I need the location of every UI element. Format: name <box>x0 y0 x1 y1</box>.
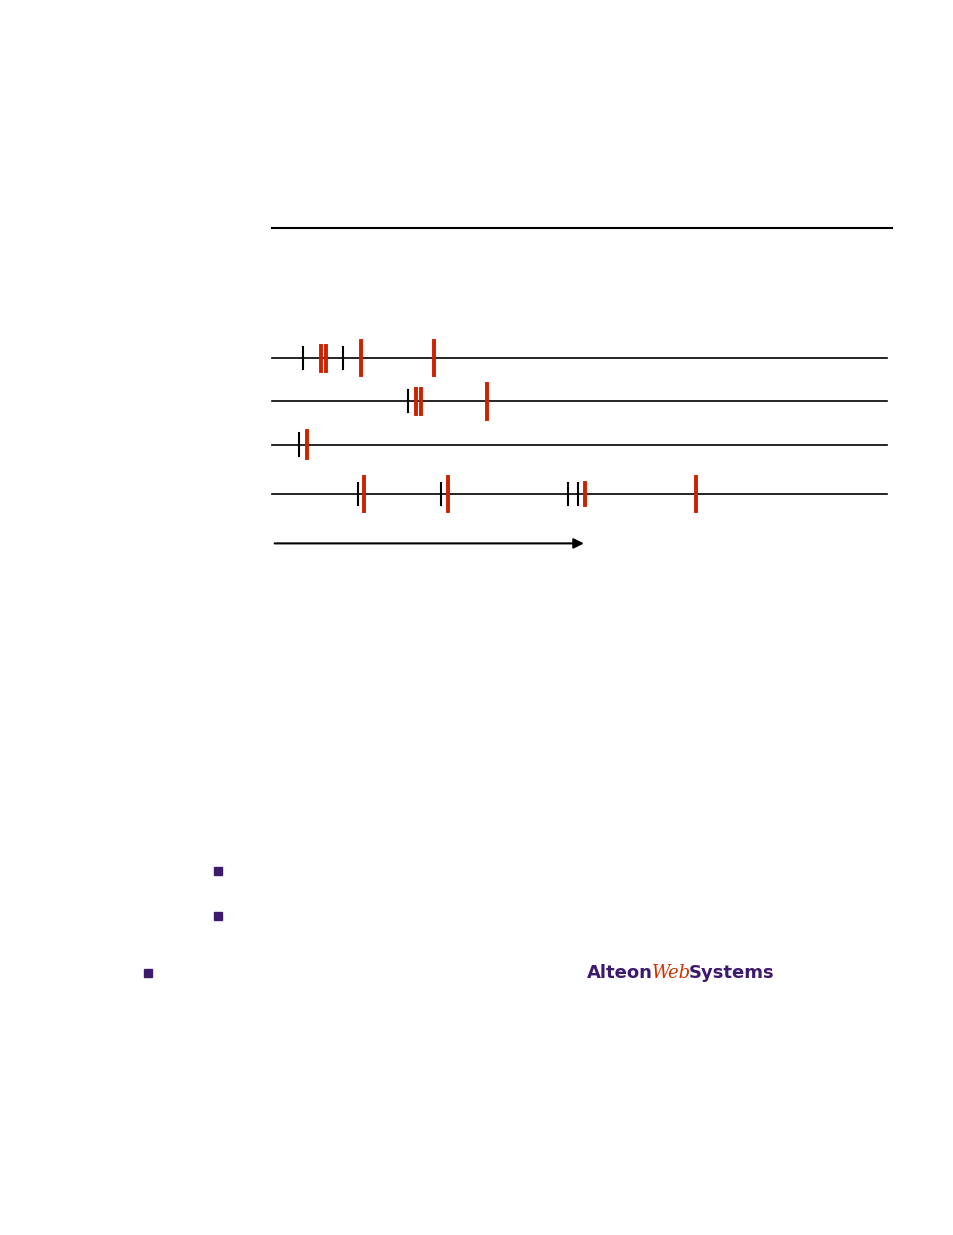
Text: Web: Web <box>651 965 690 982</box>
Text: Systems: Systems <box>688 965 774 982</box>
Text: Alteon: Alteon <box>586 965 652 982</box>
